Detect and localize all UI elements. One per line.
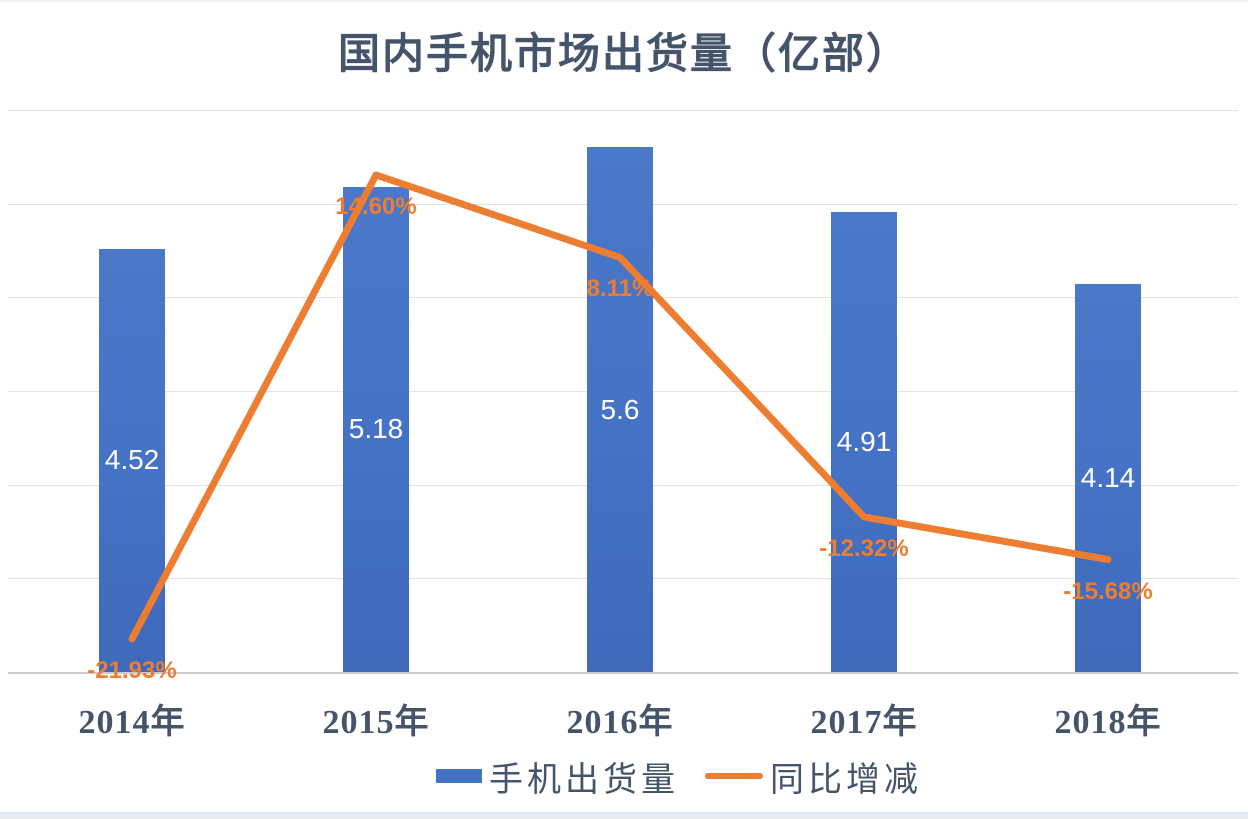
legend-item-yoy: 同比增减 <box>705 752 922 801</box>
bar-value-label: 4.52 <box>104 444 160 476</box>
x-axis-label: 2017年 <box>810 704 918 741</box>
line-series-swatch-icon <box>705 773 763 779</box>
line-point-label: 14.60% <box>335 192 417 220</box>
line-point-label: 8.11% <box>586 275 654 303</box>
window-bottom-edge <box>0 812 1248 819</box>
x-axis-line <box>8 672 1238 674</box>
bar-value-label: 5.18 <box>348 413 404 445</box>
gridline <box>8 110 1238 111</box>
bar-series-swatch-icon <box>436 769 482 783</box>
x-axis-label: 2014年 <box>78 704 186 741</box>
line-point-label: -21.93% <box>87 656 177 684</box>
bar-value-label: 4.91 <box>836 426 892 458</box>
x-axis-label: 2018年 <box>1054 704 1162 741</box>
x-axis-label: 2015年 <box>322 704 430 741</box>
bar-value-label: 4.14 <box>1080 462 1136 494</box>
line-point-label: -12.32% <box>819 534 909 562</box>
legend-label-yoy: 同比增减 <box>770 761 922 799</box>
bar-value-label: 5.6 <box>600 393 640 425</box>
legend-item-shipments: 手机出货量 <box>436 752 679 801</box>
legend-label-shipments: 手机出货量 <box>489 761 679 799</box>
legend: 手机出货量 同比增减 <box>436 756 922 799</box>
line-point-label: -15.68% <box>1063 577 1153 605</box>
window-top-edge <box>0 0 1248 2</box>
x-axis-label: 2016年 <box>566 704 674 741</box>
chart-title: 国内手机市场出货量（亿部） <box>337 32 910 78</box>
